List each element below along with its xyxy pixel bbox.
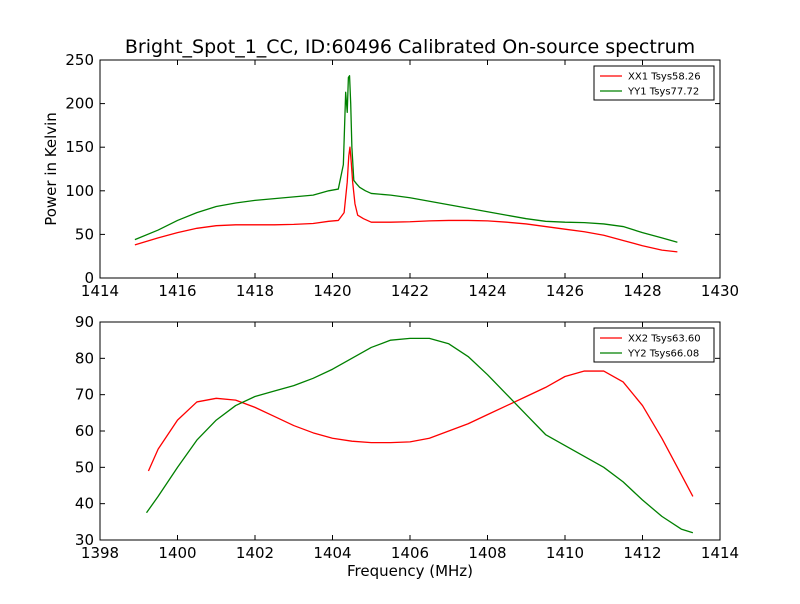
y-axis-label: Power in Kelvin (42, 112, 60, 226)
legend-label: YY1 Tsys77.72 (627, 87, 699, 98)
x-tick-label: 1400 (158, 544, 196, 562)
x-tick-label: 1398 (81, 544, 119, 562)
x-tick-label: 1404 (313, 544, 351, 562)
chart-panel-2: 1398 1400 1402 1404 1406 1408 1410 1412 1414 30 40… (75, 313, 739, 562)
x-tick-label: 1414 (81, 282, 119, 300)
x-tick-label: 1412 (623, 544, 661, 562)
y-tick-label: 200 (65, 95, 94, 113)
x-tick-label: 1402 (236, 544, 274, 562)
y-tick-label: 100 (65, 182, 94, 200)
x-tick-label: 1428 (623, 282, 661, 300)
y-tick-label: 50 (75, 225, 94, 243)
x-tick-label: 1422 (391, 282, 429, 300)
series-line-2-2 (145, 337, 694, 534)
y-tick-label: 150 (65, 138, 94, 156)
panels: 1414 1416 1418 1420 1422 1424 1426 1428 14300501… (65, 51, 739, 562)
figure-title: Bright_Spot_1_CC, ID:60496 Calibrated On… (125, 36, 695, 58)
x-axis-label: Frequency (MHz) (347, 562, 473, 580)
x-tick-label: 1424 (468, 282, 506, 300)
y-tick-label: 50 (75, 458, 94, 476)
legend: XX1 Tsys58.26 YY1 Tsys77.72 (593, 65, 715, 101)
legend-label: XX2 Tsys63.60 (628, 334, 701, 345)
legend-label: XX1 Tsys58.26 (628, 72, 701, 83)
legend-box (593, 65, 715, 101)
x-tick-label: 1406 (391, 544, 429, 562)
legend: XX2 Tsys63.60 YY2 Tsys66.08 (593, 327, 715, 363)
y-tick-label: 80 (75, 349, 94, 367)
y-tick-label: 70 (75, 386, 94, 404)
chart-panel-1: 1414 1416 1418 1420 1422 1424 1426 1428 1430 0 50 1… (65, 51, 739, 300)
x-tick-label: 1416 (158, 282, 196, 300)
x-tick-label: 1426 (546, 282, 584, 300)
legend-box (593, 327, 715, 363)
y-tick-label: 250 (65, 51, 94, 69)
y-tick-label: 30 (75, 531, 94, 549)
x-tick-label: 1418 (236, 282, 274, 300)
y-tick-label: 60 (75, 422, 94, 440)
x-tick-label: 1430 (701, 282, 739, 300)
legend-label: YY2 Tsys66.08 (627, 349, 699, 360)
series-line-1-1 (134, 146, 678, 253)
y-tick-label: 0 (84, 269, 94, 287)
x-tick-label: 1414 (701, 544, 739, 562)
x-tick-label: 1420 (313, 282, 351, 300)
y-tick-label: 40 (75, 495, 94, 513)
series-line-1-2 (134, 75, 678, 243)
x-tick-label: 1408 (468, 544, 506, 562)
x-tick-label: 1410 (546, 544, 584, 562)
y-tick-label: 90 (75, 313, 94, 331)
series-line-2-1 (147, 370, 694, 497)
